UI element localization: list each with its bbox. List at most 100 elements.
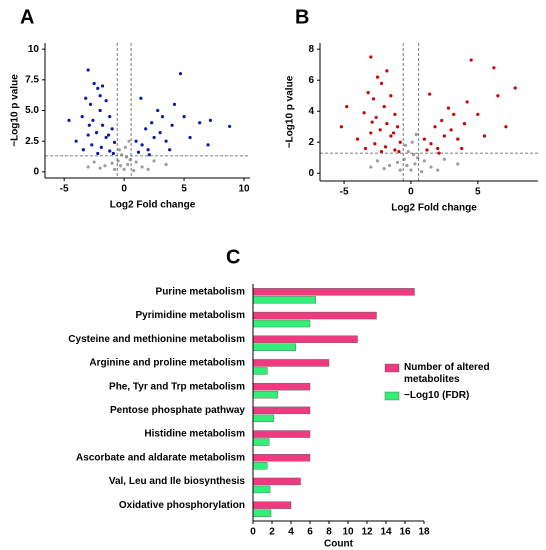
point	[67, 118, 71, 122]
y-tick-label: 5.0	[25, 105, 39, 116]
point	[366, 91, 370, 95]
point	[395, 125, 400, 129]
x-tick-label: 16	[399, 527, 411, 538]
point	[442, 134, 446, 138]
point	[378, 128, 382, 132]
point	[379, 149, 384, 154]
category-label: Histidine metabolism	[144, 429, 245, 440]
category-label: Cysteine and methionine metabolism	[68, 334, 245, 345]
point	[385, 69, 389, 73]
point	[110, 161, 114, 165]
point	[429, 142, 433, 146]
x-tick-label: 14	[380, 527, 392, 538]
bar	[252, 288, 415, 296]
point	[91, 118, 95, 122]
point	[139, 96, 143, 100]
point	[405, 163, 409, 168]
point	[414, 132, 418, 137]
point	[88, 102, 93, 106]
x-tick-label: 5	[475, 187, 481, 198]
y-tick-label: 4	[308, 106, 314, 117]
point	[422, 137, 426, 141]
point	[86, 165, 90, 169]
point	[387, 163, 392, 168]
point	[437, 151, 441, 155]
legend-label: −Log10 (FDR)	[404, 390, 470, 401]
point	[433, 125, 437, 129]
point	[99, 145, 103, 149]
point	[389, 94, 393, 98]
bar	[252, 390, 278, 399]
point	[436, 168, 440, 172]
point	[188, 135, 192, 140]
point	[98, 166, 102, 170]
point	[442, 157, 446, 161]
y-axis-label: −Log10 p value	[10, 74, 21, 147]
x-tick-label: 5	[181, 184, 187, 195]
x-tick-label: 8	[326, 527, 332, 538]
point	[98, 108, 102, 113]
point	[86, 68, 90, 72]
point	[108, 115, 112, 119]
x-tick-label: -5	[340, 187, 349, 198]
point	[152, 135, 156, 140]
category-label: Phe, Tyr and Trp metabolism	[109, 381, 245, 392]
point	[374, 115, 378, 120]
point	[393, 112, 397, 116]
point	[420, 170, 424, 174]
point	[363, 146, 368, 151]
bar	[252, 319, 311, 328]
point	[355, 137, 360, 141]
x-tick-label: 2	[269, 527, 275, 538]
panel-label: B	[295, 6, 309, 28]
y-tick-label: 2.5	[25, 136, 39, 147]
bar	[252, 430, 311, 438]
point	[100, 84, 105, 88]
point	[370, 120, 374, 124]
point	[103, 164, 107, 168]
point	[170, 123, 174, 127]
point	[172, 102, 177, 106]
bar	[252, 501, 292, 509]
point	[382, 104, 386, 109]
point	[379, 81, 384, 85]
x-tick-label: 4	[288, 527, 294, 538]
point	[160, 115, 165, 119]
point	[369, 55, 373, 59]
point	[462, 122, 467, 126]
point	[465, 100, 469, 104]
point	[504, 125, 508, 129]
point	[446, 106, 450, 110]
point	[117, 148, 121, 152]
bar	[252, 359, 330, 367]
point	[106, 133, 111, 137]
point	[96, 86, 100, 91]
point	[385, 122, 389, 126]
point	[84, 96, 88, 100]
legend-swatch	[384, 391, 400, 401]
point	[382, 166, 386, 171]
point	[92, 160, 96, 164]
bar	[252, 414, 275, 423]
y-tick-label: 0	[33, 167, 39, 178]
point	[440, 118, 444, 123]
point	[168, 148, 172, 152]
x-axis-label: Count	[324, 539, 354, 550]
point	[482, 134, 487, 138]
y-tick-label: 6	[308, 75, 314, 86]
point	[144, 127, 148, 131]
y-axis-label: −Log10 p value	[285, 75, 296, 148]
point	[449, 128, 453, 132]
x-tick-label: 18	[418, 527, 430, 538]
point	[90, 143, 94, 147]
point	[120, 153, 124, 157]
point	[339, 125, 343, 129]
point	[111, 151, 115, 156]
point	[182, 115, 186, 119]
point	[476, 112, 480, 116]
point	[108, 149, 112, 153]
bar	[252, 406, 311, 415]
bar	[252, 477, 301, 486]
